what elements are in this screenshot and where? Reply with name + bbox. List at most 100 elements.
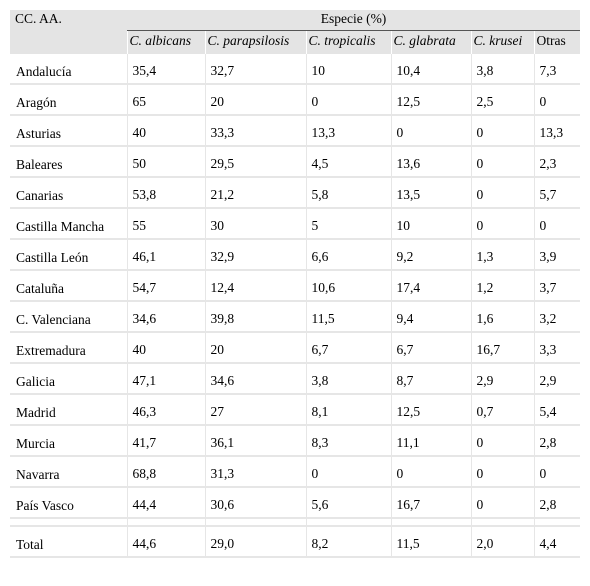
value-cell: 0 xyxy=(533,208,581,240)
region-cell: Baleares xyxy=(10,146,127,178)
value-cell: 8,1 xyxy=(305,394,391,426)
value-cell: 46,1 xyxy=(126,239,205,271)
value-cell: 53,8 xyxy=(126,177,205,209)
value-cell: 17,4 xyxy=(390,270,471,302)
value-cell: 2,8 xyxy=(533,487,581,519)
value-cell: 27 xyxy=(204,394,306,426)
region-label: Baleares xyxy=(16,157,63,172)
table-body: Andalucía 35,4 32,7 10 10,4 3,8 7,3 Aragón 65 20 0… xyxy=(10,54,581,558)
total-row: Total 44,6 29,0 8,2 11,5 2,0 4,4 xyxy=(10,526,581,558)
spacer-cell xyxy=(533,518,581,527)
value-cell: 50 xyxy=(126,146,205,178)
table-row: Madrid 46,3 27 8,1 12,5 0,7 5,4 xyxy=(10,394,581,426)
value-cell: 40 xyxy=(126,332,205,364)
value-cell: 10 xyxy=(305,54,391,85)
value-cell: 5,7 xyxy=(533,177,581,209)
spacer-cell xyxy=(470,518,534,527)
value-cell: 13,3 xyxy=(305,115,391,147)
region-cell: Asturias xyxy=(10,115,127,147)
value-cell: 21,2 xyxy=(204,177,306,209)
value-cell: 65 xyxy=(126,84,205,116)
spacer-cell xyxy=(390,518,471,527)
region-label: Extremadura xyxy=(16,343,86,358)
value-cell: 11,5 xyxy=(305,301,391,333)
value-cell: 0 xyxy=(533,84,581,116)
column-header: C. tropicalis xyxy=(305,30,391,54)
value-cell: 0 xyxy=(305,84,391,116)
region-label: Madrid xyxy=(16,405,56,420)
value-cell: 0 xyxy=(470,425,534,457)
value-cell: 12,4 xyxy=(204,270,306,302)
value-cell: 10,4 xyxy=(390,54,471,85)
value-cell: 47,1 xyxy=(126,363,205,395)
value-cell: 29,5 xyxy=(204,146,306,178)
spacer-row xyxy=(10,518,581,527)
region-label: Total xyxy=(16,537,44,552)
column-header: C. albicans xyxy=(126,30,205,54)
region-label: Cataluña xyxy=(16,281,64,296)
value-cell: 3,8 xyxy=(305,363,391,395)
value-cell: 0 xyxy=(470,487,534,519)
value-cell: 20 xyxy=(204,84,306,116)
value-cell: 30 xyxy=(204,208,306,240)
value-cell: 10 xyxy=(390,208,471,240)
value-cell: 32,9 xyxy=(204,239,306,271)
value-cell: 3,7 xyxy=(533,270,581,302)
region-cell: Castilla Mancha xyxy=(10,208,127,240)
value-cell: 2,3 xyxy=(533,146,581,178)
region-cell: Cataluña xyxy=(10,270,127,302)
value-cell: 0 xyxy=(470,456,534,488)
region-header: CC. AA. xyxy=(10,10,127,54)
region-cell: Madrid xyxy=(10,394,127,426)
region-cell: C. Valenciana xyxy=(10,301,127,333)
value-cell: 5 xyxy=(305,208,391,240)
value-cell: 4,5 xyxy=(305,146,391,178)
region-label: C. Valenciana xyxy=(16,312,91,327)
value-cell: 2,8 xyxy=(533,425,581,457)
value-cell: 3,2 xyxy=(533,301,581,333)
table-row: Canarias 53,8 21,2 5,8 13,5 0 5,7 xyxy=(10,177,581,209)
value-cell: 30,6 xyxy=(204,487,306,519)
value-cell: 36,1 xyxy=(204,425,306,457)
column-header: Otras xyxy=(533,30,581,54)
value-cell: 35,4 xyxy=(126,54,205,85)
table-row: Andalucía 35,4 32,7 10 10,4 3,8 7,3 xyxy=(10,54,581,85)
value-cell: 32,7 xyxy=(204,54,306,85)
table-row: Galicia 47,1 34,6 3,8 8,7 2,9 2,9 xyxy=(10,363,581,395)
value-cell: 11,1 xyxy=(390,425,471,457)
region-label: Castilla Mancha xyxy=(16,219,105,234)
value-cell: 7,3 xyxy=(533,54,581,85)
value-cell: 13,5 xyxy=(390,177,471,209)
value-cell: 0 xyxy=(390,456,471,488)
value-cell: 68,8 xyxy=(126,456,205,488)
value-cell: 0,7 xyxy=(470,394,534,426)
value-cell: 13,6 xyxy=(390,146,471,178)
spacer-cell xyxy=(10,518,127,527)
spacer-cell xyxy=(204,518,306,527)
value-cell: 3,9 xyxy=(533,239,581,271)
table-header: CC. AA. Especie (%) C. albicans C. paraps… xyxy=(10,10,581,54)
table-row: Murcia 41,7 36,1 8,3 11,1 0 2,8 xyxy=(10,425,581,457)
region-cell: Total xyxy=(10,526,127,558)
value-cell: 0 xyxy=(470,208,534,240)
value-cell: 54,7 xyxy=(126,270,205,302)
value-cell: 16,7 xyxy=(390,487,471,519)
value-cell: 2,5 xyxy=(470,84,534,116)
value-cell: 31,3 xyxy=(204,456,306,488)
value-cell: 1,3 xyxy=(470,239,534,271)
data-table: CC. AA. Especie (%) C. albicans C. paraps… xyxy=(10,10,581,558)
value-cell: 8,3 xyxy=(305,425,391,457)
region-label: Murcia xyxy=(16,436,55,451)
value-cell: 0 xyxy=(470,115,534,147)
region-cell: Andalucía xyxy=(10,54,127,85)
region-label: Castilla León xyxy=(16,250,89,265)
value-cell: 39,8 xyxy=(204,301,306,333)
column-header: C. parapsilosis xyxy=(204,30,306,54)
table-row: Extremadura 40 20 6,7 6,7 16,7 3,3 xyxy=(10,332,581,364)
region-label: Canarias xyxy=(16,188,64,203)
value-cell: 44,4 xyxy=(126,487,205,519)
value-cell: 0 xyxy=(470,146,534,178)
value-cell: 9,2 xyxy=(390,239,471,271)
value-cell: 0 xyxy=(533,456,581,488)
